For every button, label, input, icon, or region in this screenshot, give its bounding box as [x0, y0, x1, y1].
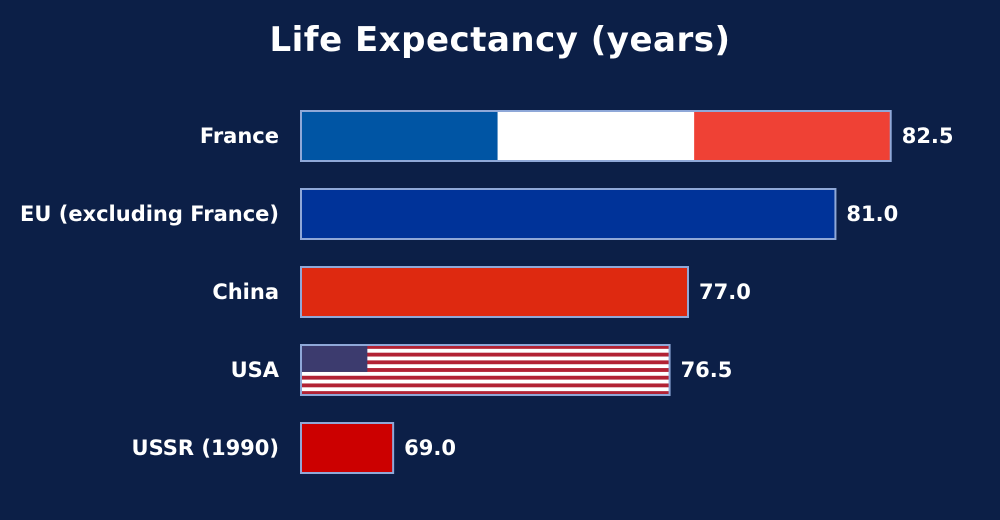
bar-border: [300, 266, 689, 318]
bar-border: [300, 422, 395, 474]
usa-stripe: [301, 345, 670, 350]
bar-fill-ussr-1990: [301, 423, 394, 473]
category-label-ussr-1990: USSR (1990): [132, 436, 279, 460]
value-label-eu-excluding-france: 81.0: [846, 202, 898, 226]
value-label-ussr-1990: 69.0: [404, 436, 456, 460]
usa-stripe: [301, 391, 670, 395]
bar-fill-china: [301, 267, 688, 317]
bar-fill-eu-excluding-france: [301, 189, 836, 239]
bar-france: [300, 110, 892, 162]
usa-stripe: [301, 348, 670, 353]
france-stripe-red: [694, 111, 891, 161]
eu-fill: [301, 189, 836, 239]
category-label-france: France: [200, 124, 279, 148]
bar-ussr-1990: [300, 422, 395, 474]
bar-fill-usa: [301, 345, 670, 395]
usa-canton: [301, 345, 368, 372]
usa-stripe: [301, 352, 670, 357]
usa-stripe: [301, 375, 670, 380]
usa-stripe: [301, 360, 670, 365]
bar-border: [300, 110, 892, 162]
china-fill: [301, 267, 688, 317]
ussr-fill: [301, 423, 394, 473]
usa-stripe: [301, 364, 670, 369]
value-label-france: 82.5: [902, 124, 954, 148]
bar-usa: [300, 344, 671, 396]
usa-stripe: [301, 371, 670, 377]
chart-title: Life Expectancy (years): [269, 20, 731, 60]
usa-stripe: [301, 387, 670, 392]
bar-china: [300, 266, 689, 318]
france-stripe-blue: [301, 111, 499, 161]
category-label-usa: USA: [231, 358, 280, 382]
bar-eu-excluding-france: [300, 188, 837, 240]
bar-border: [300, 188, 837, 240]
category-label-china: China: [212, 280, 279, 304]
usa-stripe: [301, 368, 670, 373]
usa-stripe: [301, 356, 670, 361]
value-label-usa: 76.5: [681, 358, 733, 382]
category-label-eu-excluding-france: EU (excluding France): [20, 202, 279, 226]
bar-fill-france: [301, 111, 891, 161]
france-stripe-white: [497, 111, 695, 161]
bar-border: [300, 344, 671, 396]
usa-stripe: [301, 383, 670, 388]
value-label-china: 77.0: [699, 280, 751, 304]
usa-stripe: [301, 379, 670, 384]
